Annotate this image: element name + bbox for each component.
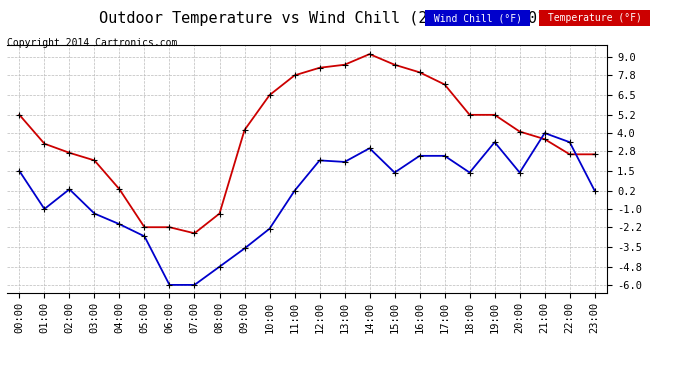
Text: Temperature (°F): Temperature (°F)	[542, 13, 647, 23]
Text: Wind Chill (°F): Wind Chill (°F)	[428, 13, 528, 23]
Text: Copyright 2014 Cartronics.com: Copyright 2014 Cartronics.com	[7, 38, 177, 48]
Text: Outdoor Temperature vs Wind Chill (24 Hours)  20140210: Outdoor Temperature vs Wind Chill (24 Ho…	[99, 11, 591, 26]
